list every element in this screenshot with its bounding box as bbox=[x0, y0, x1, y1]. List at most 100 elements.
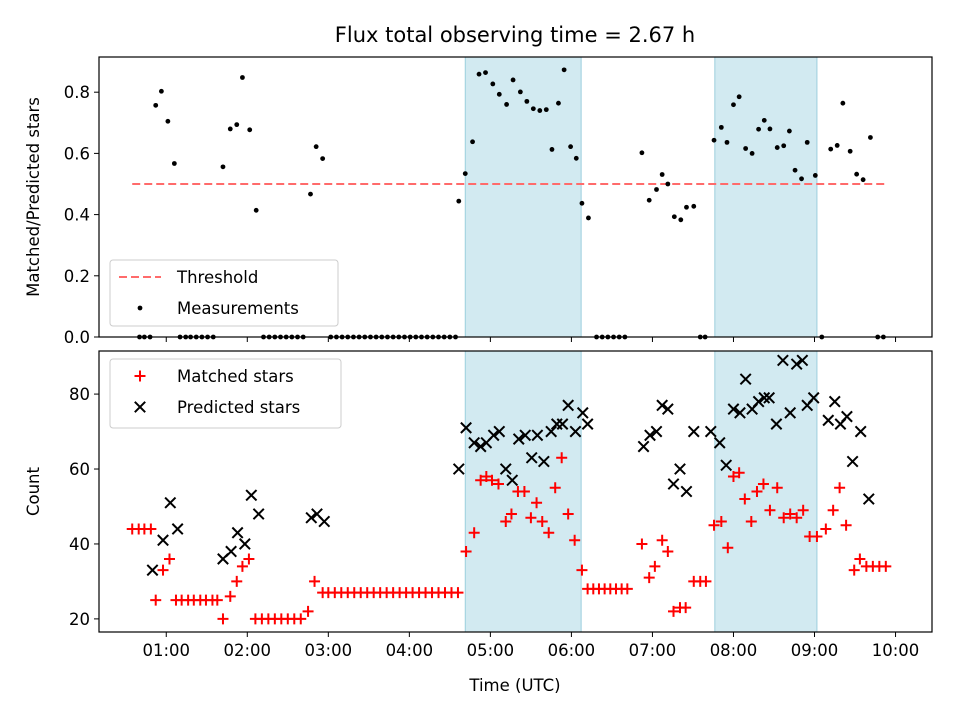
y-tick-label: 0.8 bbox=[64, 83, 90, 102]
predicted-star-marker bbox=[171, 523, 184, 535]
matched-star-marker bbox=[309, 575, 321, 587]
predicted-star-marker bbox=[506, 474, 519, 487]
matched-star-marker bbox=[150, 594, 162, 606]
matched-star-marker bbox=[500, 515, 512, 527]
matched-star-marker bbox=[569, 534, 581, 546]
x-tick-label: 03:00 bbox=[305, 641, 353, 660]
axes-frame bbox=[98, 56, 933, 338]
matched-star-marker bbox=[576, 564, 588, 576]
predicted-star-marker bbox=[713, 436, 726, 449]
predicted-star-marker bbox=[650, 425, 663, 438]
matched-star-marker bbox=[733, 467, 745, 479]
measurement-point bbox=[556, 100, 561, 106]
matched-star-marker bbox=[295, 613, 307, 625]
matched-star-marker bbox=[163, 553, 175, 565]
measurement-point bbox=[483, 70, 488, 76]
measurement-point bbox=[654, 187, 659, 192]
measurement-point bbox=[646, 197, 652, 203]
chart-title: Flux total observing time = 2.67 h bbox=[335, 23, 695, 47]
matched-star-marker bbox=[840, 519, 852, 531]
matched-star-marker bbox=[880, 560, 892, 572]
predicted-star-marker bbox=[841, 410, 853, 423]
measurement-point bbox=[860, 177, 866, 183]
measurement-point bbox=[854, 171, 860, 177]
measurement-point bbox=[749, 150, 755, 156]
predicted-star-marker bbox=[667, 478, 680, 490]
x-tick-label: 02:00 bbox=[224, 641, 272, 660]
measurement-point bbox=[781, 143, 787, 149]
predicted-star-marker bbox=[680, 485, 693, 498]
matched-star-marker bbox=[468, 527, 480, 539]
measurement-point bbox=[761, 117, 767, 123]
measurement-point bbox=[171, 161, 177, 166]
predicted-star-marker bbox=[452, 463, 465, 475]
predicted-star-marker bbox=[460, 421, 472, 434]
measurement-point bbox=[313, 144, 319, 150]
matched-star-marker bbox=[452, 587, 464, 599]
y-tick-label: 0.4 bbox=[64, 206, 90, 225]
measurement-point bbox=[561, 67, 567, 73]
y-tick-label: 80 bbox=[69, 385, 90, 404]
predicted-star-marker bbox=[252, 508, 265, 520]
measurement-point bbox=[659, 172, 665, 177]
measurement-point bbox=[308, 191, 313, 197]
measurement-point bbox=[665, 181, 671, 187]
measurement-point bbox=[456, 198, 462, 204]
measurement-point bbox=[153, 102, 159, 108]
predicted-star-marker bbox=[146, 564, 159, 577]
measurement-point bbox=[684, 204, 689, 210]
predicted-star-marker bbox=[245, 489, 258, 502]
measurement-point bbox=[671, 214, 677, 220]
matched-star-marker bbox=[649, 560, 661, 572]
x-tick-label: 06:00 bbox=[548, 641, 596, 660]
predicted-star-marker bbox=[790, 358, 803, 371]
matched-star-marker bbox=[764, 504, 776, 516]
legend-matched-swatch bbox=[134, 370, 146, 382]
predicted-star-marker bbox=[796, 354, 809, 367]
predicted-star-marker bbox=[734, 406, 746, 419]
measurement-point bbox=[840, 100, 846, 106]
predicted-star-marker bbox=[576, 406, 589, 419]
measurement-point bbox=[828, 146, 834, 152]
measurement-point bbox=[678, 217, 684, 223]
predicted-star-marker bbox=[493, 425, 506, 438]
measurement-point bbox=[718, 124, 724, 130]
predicted-star-marker bbox=[674, 463, 686, 475]
predicted-star-marker bbox=[846, 455, 859, 468]
matched-star-marker bbox=[157, 564, 169, 576]
measurement-point bbox=[579, 200, 585, 206]
legend-label: Predicted stars bbox=[177, 398, 300, 417]
predicted-star-marker bbox=[525, 451, 538, 464]
measurement-point bbox=[517, 89, 523, 95]
predicted-star-marker bbox=[569, 425, 582, 438]
matched-star-marker bbox=[621, 583, 633, 595]
matched-star-marker bbox=[827, 504, 839, 516]
measurement-point bbox=[868, 135, 873, 140]
observing-window bbox=[714, 350, 818, 633]
axes-frame bbox=[98, 350, 933, 633]
matched-star-marker bbox=[715, 515, 727, 527]
predicted-star-marker bbox=[164, 496, 177, 509]
predicted-star-marker bbox=[720, 459, 733, 472]
predicted-star-marker bbox=[468, 436, 481, 449]
matched-star-marker bbox=[811, 530, 823, 542]
y-tick-label: 0.6 bbox=[64, 144, 90, 163]
measurement-point bbox=[462, 171, 468, 176]
measurement-point bbox=[812, 173, 818, 178]
matched-star-marker bbox=[784, 508, 796, 520]
measurement-point bbox=[530, 106, 536, 112]
predicted-star-marker bbox=[727, 403, 740, 415]
measurement-point bbox=[220, 164, 226, 170]
matched-star-marker bbox=[700, 575, 712, 587]
predicted-star-marker bbox=[828, 395, 841, 408]
panel-ratio: 0.0 0.2 0.4 0.6 0.8 Matched/Predicted stars Th… bbox=[24, 56, 933, 347]
measurement-point bbox=[743, 146, 749, 151]
matched-star-marker bbox=[480, 471, 492, 483]
predicted-star-marker bbox=[305, 511, 318, 524]
measurement-point bbox=[711, 137, 717, 143]
predicted-star-marker bbox=[474, 440, 487, 453]
measurement-point bbox=[476, 71, 482, 77]
matched-star-marker bbox=[656, 534, 668, 546]
matched-star-marker bbox=[722, 542, 734, 554]
